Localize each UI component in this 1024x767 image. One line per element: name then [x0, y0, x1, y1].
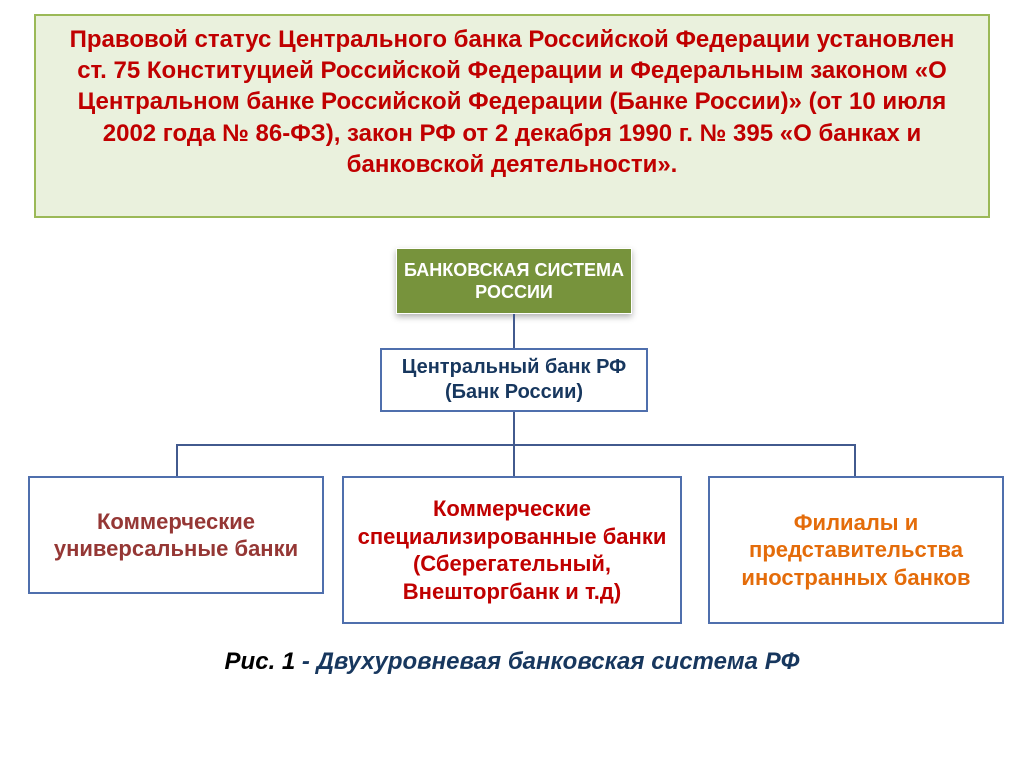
connector [176, 444, 856, 446]
caption-number: Рис. 1 [225, 648, 296, 675]
node-commercial-specialized-banks: Коммерческие специализированные банки (С… [342, 476, 682, 624]
node-central-bank: Центральный банк РФ (Банк России) [380, 348, 648, 412]
connector [513, 444, 515, 476]
caption-text: - Двухуровневая банковская система РФ [295, 648, 799, 675]
connector [513, 314, 515, 348]
node-commercial-universal-banks: Коммерческие универсальные банки [28, 476, 324, 594]
figure-caption: Рис. 1 - Двухуровневая банковская систем… [0, 648, 1024, 676]
node-foreign-bank-branches: Филиалы и представительства иностранных … [708, 476, 1004, 624]
connector [854, 444, 856, 476]
connector [513, 412, 515, 444]
connector [176, 444, 178, 476]
legal-status-box: Правовой статус Центрального банка Росси… [34, 14, 990, 218]
root-node-banking-system: БАНКОВСКАЯ СИСТЕМА РОССИИ [396, 248, 632, 314]
